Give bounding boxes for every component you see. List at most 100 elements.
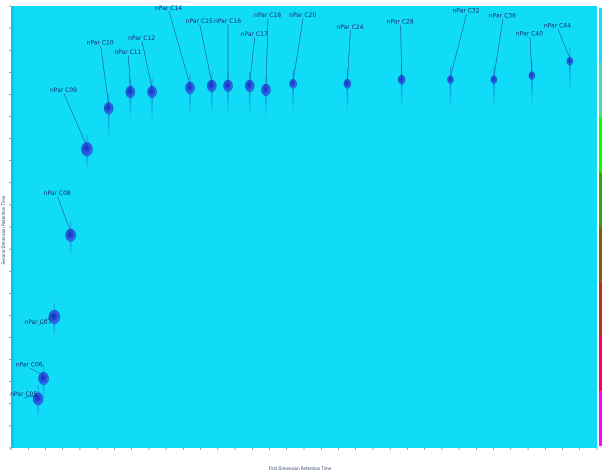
peak-streak: [211, 71, 213, 86]
peak-npar-c20: [289, 79, 297, 89]
leader-line: [450, 14, 467, 77]
leader-line: [63, 93, 88, 147]
colorbar-segment: [599, 281, 602, 337]
colorbar-segment: [599, 117, 602, 173]
peak-label: nPar C20: [289, 12, 316, 19]
colorbar-segment: [599, 172, 602, 227]
peak-streak: [569, 47, 571, 62]
peak-label: nPar C17: [241, 31, 268, 38]
leader-line: [141, 41, 153, 89]
peak-streak: [108, 94, 110, 109]
peak-npar-c10: [103, 102, 114, 115]
peak-label: nPar C10: [87, 39, 114, 46]
peak-tail: [107, 108, 110, 139]
peak-npar-c40: [528, 71, 536, 80]
peak-npar-c12: [147, 85, 157, 98]
peak-streak: [70, 221, 72, 236]
peak-tail: [189, 87, 191, 118]
leader-line: [168, 11, 191, 85]
peak-npar-c17: [245, 79, 255, 92]
x-axis-title: First Dimension Retention Time: [269, 466, 332, 471]
peak-tail: [531, 75, 533, 106]
peak-npar-c09: [81, 142, 93, 157]
peak-tail: [346, 83, 349, 114]
peak-tail: [493, 79, 495, 110]
peak-npar-c15: [207, 79, 217, 92]
peak-npar-c08: [65, 228, 76, 242]
peak-tail: [569, 61, 571, 92]
peak-label: nPar C24: [336, 24, 363, 31]
peak-tail: [53, 317, 56, 340]
colorbar-segment: [599, 336, 602, 392]
peak-npar-c32: [447, 75, 454, 84]
leader-line: [100, 45, 109, 106]
leader-line: [529, 37, 533, 73]
peak-label: nPar C11: [114, 49, 141, 56]
y-axis-title: Second Dimension Retention Time: [1, 195, 6, 264]
peak-tail: [292, 83, 294, 114]
colorbar-segment: [599, 227, 602, 282]
peak-tail: [37, 398, 39, 421]
peak-label: nPar C15: [186, 18, 213, 25]
peak-tail: [227, 85, 229, 116]
leader-line: [249, 37, 255, 83]
peak-npar-c14: [185, 81, 195, 94]
peak-npar-c44: [566, 57, 574, 66]
peak-tail: [400, 79, 403, 110]
peak-label: nPar C28: [387, 19, 414, 26]
peak-label: nPar C44: [544, 22, 571, 29]
leader-line: [29, 367, 44, 376]
peak-streak: [346, 69, 348, 84]
leader-line: [57, 196, 71, 233]
colorbar-segment: [599, 8, 602, 63]
peak-streak: [249, 71, 251, 86]
colorbar-segment: [599, 391, 602, 446]
x-axis-ticks: [10, 448, 598, 450]
leader-line: [557, 28, 571, 59]
peak-label: nPar C07: [24, 319, 51, 326]
peak-label: nPar C18: [254, 12, 281, 19]
intensity-colorbar: [599, 8, 602, 446]
peak-npar-c36: [490, 75, 498, 84]
peak-streak: [43, 364, 45, 379]
peak-label: nPar C08: [44, 190, 71, 197]
peak-label: nPar C36: [489, 13, 516, 20]
peak-streak: [450, 65, 451, 80]
peak-streak: [129, 77, 131, 92]
peak-streak: [189, 73, 191, 88]
leader-line: [24, 395, 39, 398]
leader-line: [493, 19, 504, 77]
plot-left-shade: [11, 6, 14, 448]
peak-tail: [265, 89, 267, 120]
peak-streak: [292, 69, 294, 84]
leader-line: [38, 313, 55, 326]
peak-npar-c07: [48, 309, 61, 325]
peak-tail: [449, 79, 452, 110]
peak-label: nPar C09: [50, 87, 77, 94]
peak-layer: [32, 47, 574, 421]
leader-line: [400, 25, 402, 77]
peak-tail: [248, 85, 251, 116]
leader-line: [199, 24, 212, 83]
peak-label: nPar C16: [214, 18, 241, 25]
peak-tail: [86, 149, 88, 172]
leader-line: [265, 18, 269, 87]
peak-label-layer: nPar C05 nPar C06 nPar C07 nPar C08 nPar C09…: [10, 5, 571, 398]
leader-line: [347, 30, 351, 81]
leader-line: [292, 18, 304, 81]
peak-label: nPar C40: [516, 31, 543, 38]
peak-label: nPar C32: [453, 8, 480, 15]
peak-tail: [129, 91, 132, 122]
peak-tail: [151, 91, 153, 122]
peak-tail: [210, 85, 213, 116]
peak-tail: [69, 235, 72, 258]
plot-background: [11, 6, 597, 448]
peak-tail: [42, 378, 45, 401]
peak-label: nPar C06: [16, 361, 43, 368]
peak-label: nPar C14: [155, 5, 182, 12]
peak-streak: [151, 77, 153, 92]
peak-label: nPar C05: [10, 391, 37, 398]
peak-streak: [493, 65, 495, 80]
peak-streak: [37, 384, 39, 399]
